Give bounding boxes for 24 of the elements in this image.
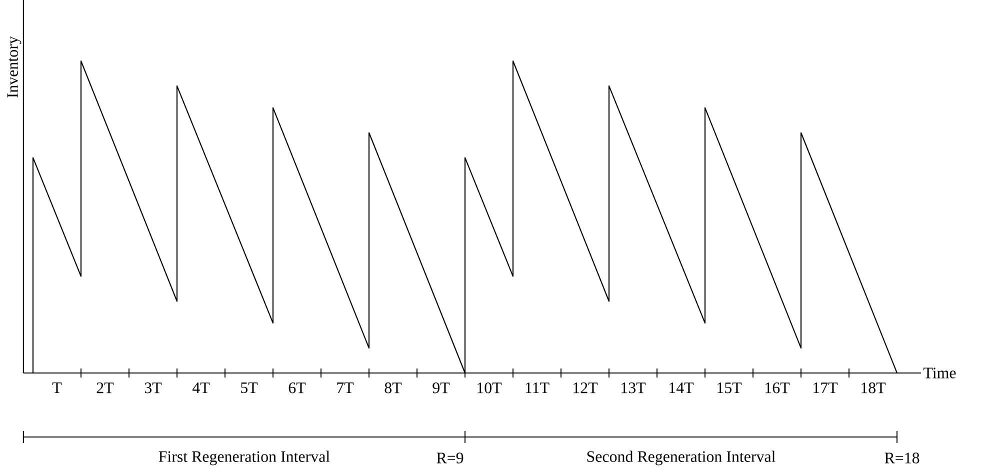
x-tick-label: 10T: [478, 382, 502, 394]
x-tick-label: 3T: [144, 382, 162, 394]
x-tick-label: 12T: [574, 382, 598, 394]
x-axis-title: Time: [923, 368, 956, 378]
x-tick-label: 4T: [192, 382, 210, 394]
x-tick-label: 17T: [814, 382, 838, 394]
x-tick-label: 5T: [241, 382, 258, 394]
x-tick-label: 7T: [337, 382, 354, 393]
x-tick-label: 11T: [526, 382, 550, 394]
text: Second Regeneration Interval: [587, 450, 776, 466]
x-tick-label: 13T: [622, 382, 646, 394]
x-tick-label: 9T: [432, 382, 450, 394]
x-tick-label: 6T: [288, 382, 306, 394]
x-tick-label: 15T: [718, 382, 742, 394]
text: R=9: [436, 452, 464, 464]
x-tick-label: 16T: [766, 382, 790, 394]
x-tick-label: T: [52, 382, 62, 393]
x-tick-label: 14T: [670, 382, 694, 394]
x-tick-label: 18T: [862, 382, 886, 394]
x-tick-label: 2T: [96, 382, 114, 394]
text: R=18: [884, 452, 920, 464]
y-axis-title: Inventory: [7, 36, 22, 98]
text: First Regeneration Interval: [158, 450, 330, 466]
x-tick-label: 8T: [384, 382, 402, 394]
